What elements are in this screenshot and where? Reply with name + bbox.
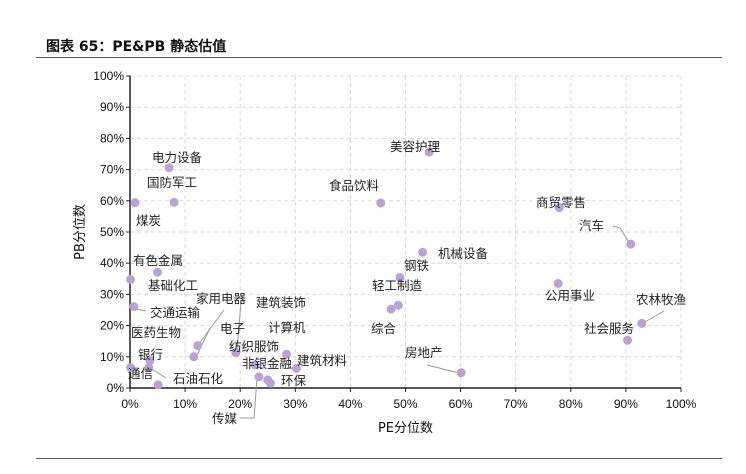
data-label: 公用事业 — [545, 288, 595, 303]
x-tick-label: 40% — [338, 397, 362, 411]
data-label: 汽车 — [579, 218, 604, 233]
y-tick-label: 80% — [100, 131, 124, 145]
data-point — [164, 163, 174, 173]
leader-line — [196, 327, 211, 356]
data-label: 传媒 — [212, 411, 238, 426]
data-label: 石油石化 — [173, 371, 224, 386]
figure-title: 图表 65：PE&PB 静态估值 — [46, 39, 227, 55]
data-point — [145, 356, 155, 366]
data-point — [376, 198, 386, 208]
data-label: 综合 — [371, 321, 397, 336]
data-label: 建筑材料 — [297, 353, 348, 368]
y-tick-label: 0% — [107, 381, 125, 395]
data-point — [281, 349, 291, 359]
data-point — [169, 197, 179, 207]
data-label: 纺织服饰 — [229, 339, 279, 354]
x-tick-label: 10% — [173, 397, 197, 411]
data-point — [456, 368, 466, 378]
data-label: 通信 — [128, 366, 153, 381]
data-label: 轻工制造 — [372, 278, 423, 293]
data-label: 家用电器 — [196, 291, 247, 306]
data-label: 交通运输 — [150, 305, 201, 320]
data-point — [623, 335, 633, 345]
data-point — [266, 378, 276, 388]
data-label: 农林牧渔 — [636, 292, 686, 307]
data-label: 国防军工 — [147, 175, 197, 190]
data-label: 银行 — [138, 347, 163, 362]
x-tick-label: 70% — [504, 397, 528, 411]
data-label: 电力设备 — [152, 150, 203, 165]
title-divider — [36, 57, 722, 58]
data-point — [144, 363, 154, 373]
data-point — [386, 304, 396, 314]
data-label: 有色金属 — [133, 253, 183, 268]
data-label: 非银金融 — [242, 356, 293, 371]
bottom-divider — [36, 458, 722, 459]
y-tick-label: 20% — [100, 319, 124, 333]
y-tick-label: 60% — [100, 194, 124, 208]
x-tick-label: 0% — [121, 397, 139, 411]
data-label: 建筑装饰 — [256, 295, 306, 310]
leader-line — [236, 301, 242, 351]
leader-line — [642, 310, 665, 324]
y-tick-label: 90% — [100, 100, 124, 114]
data-label: 钢铁 — [404, 258, 430, 273]
y-axis-title: PB分位数 — [73, 204, 88, 260]
leader-line — [240, 377, 258, 419]
data-label: 电子 — [220, 321, 245, 336]
data-point — [193, 341, 203, 351]
data-label: 计算机 — [268, 320, 306, 335]
data-label: 食品饮料 — [329, 178, 380, 193]
data-label: 煤炭 — [136, 213, 161, 228]
leader-line — [612, 225, 631, 245]
data-label: 环保 — [281, 373, 307, 388]
data-point — [129, 302, 139, 312]
data-point — [553, 278, 563, 288]
x-tick-label: 80% — [559, 397, 583, 411]
data-point — [554, 203, 564, 213]
leader-line — [197, 309, 225, 346]
leader-line — [135, 308, 147, 312]
x-tick-label: 50% — [393, 397, 417, 411]
data-point — [231, 348, 241, 358]
x-tick-label: 20% — [228, 397, 252, 411]
x-tick-label: 90% — [614, 397, 638, 411]
data-point — [393, 300, 403, 310]
data-point — [130, 198, 140, 208]
data-label: 社会服务 — [584, 321, 634, 336]
data-point — [153, 267, 163, 277]
x-tick-label: 100% — [666, 397, 697, 411]
data-point — [637, 318, 647, 328]
data-label: 医药生物 — [131, 325, 181, 340]
x-tick-label: 30% — [283, 397, 307, 411]
data-point — [189, 352, 199, 362]
data-point — [291, 363, 301, 373]
y-tick-label: 50% — [100, 225, 124, 239]
data-label: 商贸零售 — [536, 195, 586, 210]
data-label: 机械设备 — [438, 246, 489, 261]
data-point — [254, 372, 264, 382]
x-tick-label: 60% — [449, 397, 473, 411]
data-point — [395, 273, 405, 283]
leader-line — [426, 364, 460, 374]
y-tick-label: 10% — [100, 350, 124, 364]
y-tick-label: 100% — [93, 69, 124, 83]
data-point — [250, 360, 260, 370]
data-point — [126, 274, 136, 284]
data-point — [126, 362, 136, 372]
x-axis-title: PE分位数 — [378, 421, 433, 436]
data-point — [424, 147, 434, 157]
y-tick-label: 30% — [100, 287, 124, 301]
data-label: 基础化工 — [148, 278, 198, 293]
y-tick-label: 70% — [100, 163, 124, 177]
y-tick-label: 40% — [100, 256, 124, 270]
data-point — [418, 247, 428, 257]
data-point — [626, 239, 636, 249]
data-label: 美容护理 — [390, 139, 441, 154]
data-point — [153, 380, 163, 390]
data-label: 房地产 — [405, 345, 443, 360]
